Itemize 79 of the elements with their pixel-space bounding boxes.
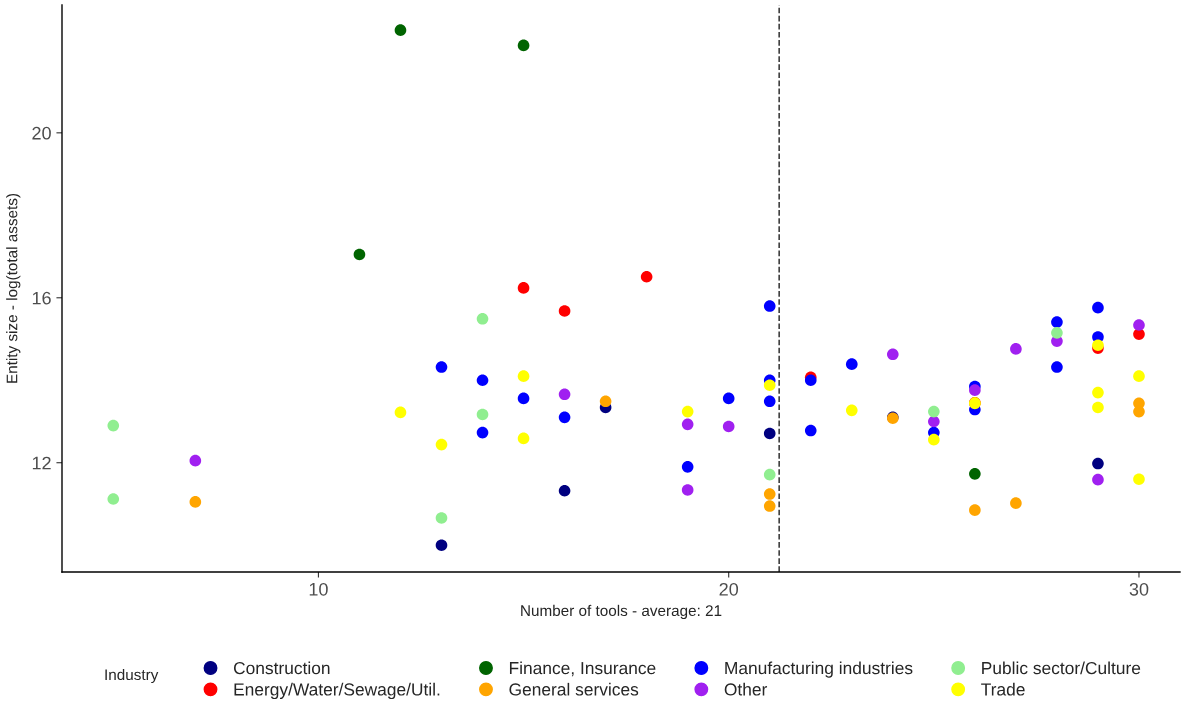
legend-title: Industry	[105, 668, 159, 684]
point	[1133, 319, 1145, 331]
y-tick-label: 16	[32, 291, 51, 305]
point	[517, 432, 530, 445]
legend-label: Finance, Insurance	[509, 661, 656, 677]
legend-label: Manufacturing industries	[725, 661, 913, 678]
point	[1092, 401, 1104, 414]
point	[476, 426, 489, 439]
point	[763, 468, 776, 481]
point	[476, 374, 489, 387]
point	[722, 420, 735, 433]
legend-label: Other	[724, 682, 768, 696]
x-axis-title: Number of tools - average: 21	[521, 604, 722, 620]
point	[394, 406, 407, 419]
point	[845, 404, 858, 417]
point	[763, 300, 776, 312]
point	[107, 419, 120, 432]
point	[969, 384, 981, 396]
point	[969, 468, 981, 480]
x-tick-label: 30	[1129, 582, 1149, 596]
x-tick-label: 10	[309, 582, 328, 596]
point	[681, 461, 694, 473]
point	[517, 282, 530, 294]
point	[640, 270, 653, 283]
point	[599, 395, 612, 408]
y-axis-title: Entity size - log(total assets)	[6, 193, 21, 383]
point	[722, 392, 735, 405]
point	[558, 305, 571, 317]
point	[928, 405, 940, 418]
point	[435, 361, 448, 373]
point	[558, 484, 571, 497]
point	[189, 496, 202, 508]
point	[804, 424, 817, 437]
point	[763, 488, 776, 500]
point	[353, 248, 366, 261]
y-tick-label: 20	[32, 126, 51, 140]
legend-label: Energy/Water/Sewage/Util.	[234, 682, 440, 700]
point	[1010, 343, 1022, 355]
point	[1051, 361, 1063, 373]
point	[1092, 473, 1104, 486]
legend-label: Trade	[981, 682, 1025, 696]
point	[435, 539, 448, 552]
point	[394, 24, 407, 36]
point	[1051, 316, 1063, 328]
point	[1133, 473, 1145, 486]
point	[887, 348, 899, 361]
point	[517, 392, 530, 405]
point	[763, 395, 776, 408]
point	[476, 313, 489, 325]
point	[517, 370, 530, 382]
point	[1051, 327, 1063, 339]
legend-label: Public sector/Culture	[982, 661, 1141, 675]
point	[517, 39, 530, 52]
point	[681, 405, 694, 418]
point	[681, 418, 694, 431]
point	[681, 484, 694, 496]
point	[763, 500, 776, 512]
point	[928, 433, 940, 446]
point	[558, 388, 571, 401]
point	[763, 379, 776, 392]
point	[435, 512, 448, 524]
point	[763, 427, 776, 440]
x-tick-label: 20	[719, 582, 739, 596]
y-tick-label: 12	[32, 456, 51, 470]
point	[558, 411, 571, 424]
point	[1092, 386, 1104, 399]
point	[1092, 457, 1104, 470]
point	[1010, 497, 1022, 509]
point	[189, 454, 202, 467]
legend-label: General services	[509, 682, 639, 696]
point	[1092, 301, 1104, 314]
point	[1133, 370, 1145, 382]
point	[969, 504, 981, 516]
legend-label: Construction	[233, 661, 330, 675]
point	[476, 408, 489, 421]
point	[435, 438, 448, 451]
point	[928, 415, 940, 428]
point	[107, 493, 120, 505]
point	[845, 358, 858, 370]
